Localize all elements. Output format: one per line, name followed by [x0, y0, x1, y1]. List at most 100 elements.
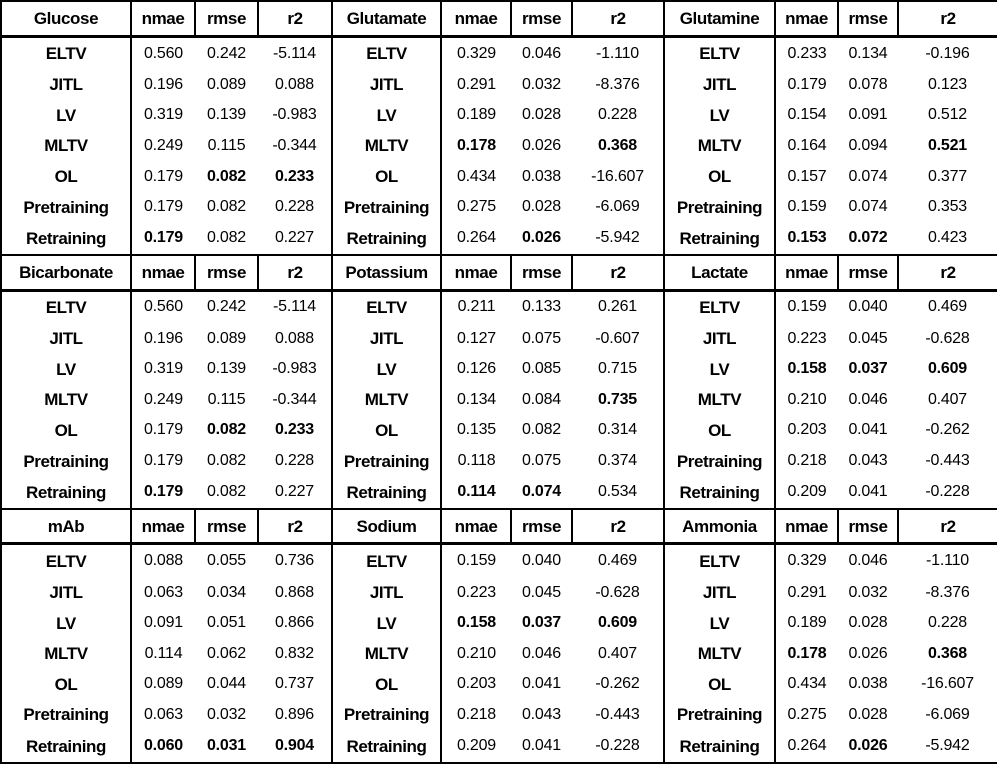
metric-value: 0.609 — [572, 607, 665, 639]
metric-value: 0.249 — [143, 136, 184, 154]
method-label: Retraining — [0, 476, 132, 509]
metric-value: 0.043 — [848, 452, 888, 470]
metric-value: 0.218 — [787, 452, 827, 470]
metric-value: 0.196 — [143, 329, 184, 347]
method-label: JITL — [0, 323, 132, 354]
analyte-header: Lactate — [663, 253, 776, 292]
metric-header: rmse — [510, 253, 573, 292]
metric-value: 0.032 — [521, 75, 562, 93]
metric-value: 0.041 — [521, 737, 562, 755]
method-label: JITL — [0, 69, 132, 101]
metric-value: -1.110 — [898, 543, 997, 578]
table-row: Pretraining 0.179 0.082 0.228 Pretraining 0.2… — [0, 191, 997, 223]
analyte-header: mAb — [0, 507, 132, 546]
method-label: JITL — [0, 577, 132, 608]
method-label: Pretraining — [0, 699, 132, 731]
metric-value: 0.374 — [572, 445, 665, 477]
method-label: ELTV — [331, 36, 442, 70]
table-row: LV 0.091 0.051 0.866 LV 0.158 0.037 0.609 LV 0.18… — [0, 607, 997, 639]
metric-value: 0.055 — [206, 552, 247, 570]
metric-value: 0.139 — [206, 106, 247, 124]
metric-value: 0.032 — [206, 705, 247, 723]
metric-value: 0.094 — [848, 136, 888, 154]
metric-value: 0.026 — [848, 644, 888, 662]
metric-value: 0.521 — [898, 130, 997, 162]
method-label: MLTV — [663, 384, 776, 416]
metric-value: 0.159 — [787, 298, 827, 316]
method-label: Retraining — [331, 222, 442, 255]
metric-header: rmse — [837, 253, 899, 292]
method-label: Retraining — [663, 222, 776, 255]
metric-header: rmse — [510, 507, 573, 546]
metric-value: 0.045 — [521, 583, 562, 601]
metric-value: 0.046 — [848, 390, 888, 408]
metric-value: 0.041 — [848, 483, 888, 501]
analyte-header: Potassium — [331, 253, 442, 292]
metric-value: 0.407 — [898, 384, 997, 416]
metric-value: 0.423 — [898, 222, 997, 255]
metric-value: 0.368 — [572, 130, 665, 162]
method-label: Retraining — [663, 730, 776, 763]
metric-value: 0.046 — [521, 44, 562, 62]
metric-value: -8.376 — [898, 577, 997, 608]
metric-value: 0.026 — [848, 737, 888, 755]
method-label: ELTV — [0, 290, 132, 324]
metric-value: 0.135 — [456, 421, 497, 439]
metric-value: 0.062 — [206, 644, 247, 662]
metric-value: -0.628 — [898, 323, 997, 354]
metric-header: r2 — [571, 253, 665, 292]
metric-value: 0.319 — [143, 360, 184, 378]
method-label: Retraining — [331, 476, 442, 509]
metric-value: 0.179 — [143, 198, 184, 216]
method-label: MLTV — [331, 384, 442, 416]
metric-value: 0.178 — [787, 644, 827, 662]
metric-value: 0.091 — [848, 106, 888, 124]
metric-value: 0.227 — [258, 222, 333, 255]
metric-value: 0.228 — [898, 607, 997, 639]
metric-value: -5.942 — [898, 730, 997, 763]
metric-value: 0.179 — [143, 452, 184, 470]
metric-value: 0.133 — [521, 298, 562, 316]
metric-value: 0.158 — [787, 360, 827, 378]
table-row: Retraining 0.179 0.082 0.227 Retraining 0.264… — [0, 222, 997, 255]
metric-value: -8.376 — [572, 69, 665, 101]
metric-value: 0.203 — [787, 421, 827, 439]
metric-value: 0.040 — [521, 552, 562, 570]
metric-header: r2 — [897, 507, 997, 546]
metric-value: 0.139 — [206, 360, 247, 378]
header-row: Bicarbonate nmae rmse r2 Potassium nmae rmse r2… — [0, 253, 997, 292]
method-label: OL — [663, 415, 776, 446]
metric-value: 0.159 — [787, 198, 827, 216]
metric-value: 0.031 — [206, 737, 247, 755]
metric-header: nmae — [130, 0, 196, 38]
method-label: Retraining — [663, 476, 776, 509]
metric-value: 0.091 — [143, 614, 184, 632]
table-row: ELTV 0.560 0.242 -5.114 ELTV 0.211 0.133 0.261 E… — [0, 290, 997, 324]
metric-value: 0.041 — [848, 421, 888, 439]
metric-value: 0.223 — [456, 583, 497, 601]
metric-value: 0.353 — [898, 191, 997, 223]
metric-value: 0.088 — [258, 69, 333, 101]
metric-value: 0.089 — [206, 75, 247, 93]
metric-value: 0.434 — [787, 675, 827, 693]
method-label: Pretraining — [0, 191, 132, 223]
metric-value: 0.329 — [456, 44, 497, 62]
metric-header: rmse — [194, 507, 259, 546]
metric-value: 0.233 — [258, 415, 333, 446]
metric-value: -0.196 — [898, 36, 997, 70]
method-label: Pretraining — [663, 445, 776, 477]
metric-value: 0.089 — [143, 675, 184, 693]
method-label: Pretraining — [663, 699, 776, 731]
method-label: ELTV — [663, 290, 776, 324]
metric-value: 0.126 — [456, 360, 497, 378]
metric-value: 0.026 — [521, 229, 562, 247]
metric-value: 0.063 — [143, 583, 184, 601]
metric-value: -0.983 — [258, 100, 333, 131]
table-row: OL 0.179 0.082 0.233 OL 0.135 0.082 0.314 OL 0.20… — [0, 415, 997, 446]
method-label: ELTV — [663, 543, 776, 578]
metric-header: nmae — [774, 0, 839, 38]
method-label: MLTV — [331, 130, 442, 162]
method-label: ELTV — [331, 290, 442, 324]
metric-value: 0.134 — [456, 390, 497, 408]
